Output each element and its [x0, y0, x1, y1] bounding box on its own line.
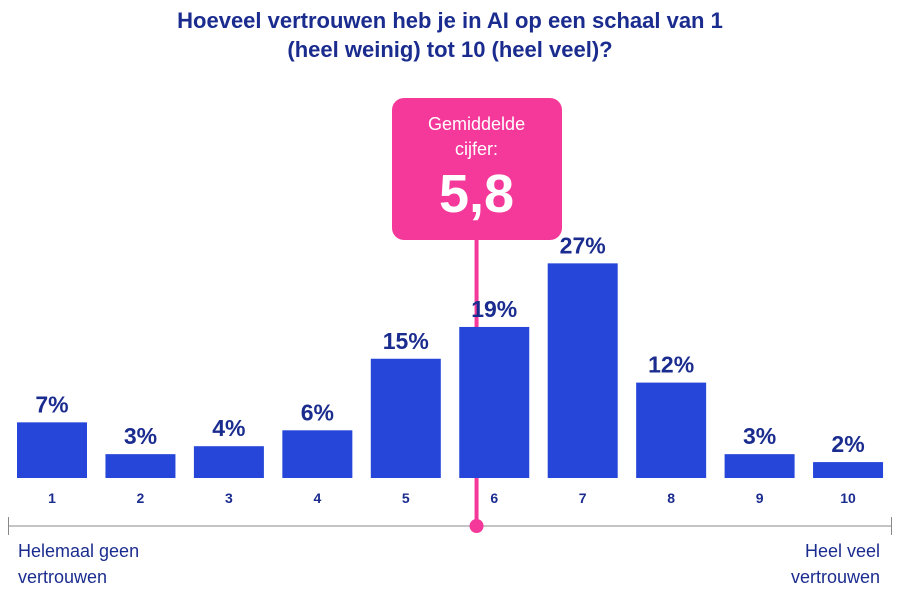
- x-tick-label: 7: [579, 490, 587, 506]
- value-label: 19%: [471, 296, 517, 322]
- mean-callout: Gemiddelde cijfer: 5,8: [391, 98, 562, 240]
- value-label: 7%: [35, 391, 68, 417]
- chart-title: Hoeveel vertrouwen heb je in AI op een s…: [177, 8, 723, 62]
- bar: [193, 446, 264, 478]
- value-label: 3%: [124, 423, 157, 449]
- x-tick-label: 6: [490, 490, 498, 506]
- value-label: 6%: [301, 399, 334, 425]
- bar: [459, 326, 530, 478]
- bar: [813, 462, 884, 478]
- value-label: 4%: [212, 415, 245, 441]
- value-label: 12%: [648, 352, 694, 378]
- bar: [636, 382, 707, 478]
- mean-caption: Gemiddelde cijfer:: [428, 114, 526, 159]
- bar: [724, 454, 795, 478]
- x-tick-label: 3: [225, 490, 233, 506]
- axis-high-label: Heel veel vertrouwen: [790, 541, 880, 587]
- x-tick-label: 2: [137, 490, 145, 506]
- mean-dot: [469, 519, 484, 533]
- x-tick-label: 9: [756, 490, 764, 506]
- value-label: 3%: [743, 423, 776, 449]
- bar: [282, 430, 353, 478]
- value-label: 2%: [831, 431, 864, 457]
- value-label: 27%: [560, 232, 606, 258]
- value-label: 15%: [383, 328, 429, 354]
- bar: [17, 422, 87, 478]
- x-tick-label: 5: [402, 490, 410, 506]
- x-tick-label: 4: [313, 490, 321, 506]
- bar: [105, 454, 176, 478]
- x-tick-label: 1: [48, 490, 56, 506]
- bar: [547, 263, 618, 478]
- bar: [370, 358, 441, 478]
- mean-value: 5,8: [439, 164, 515, 224]
- axis-low-label: Helemaal geen vertrouwen: [18, 541, 140, 587]
- x-tick-label: 8: [667, 490, 675, 506]
- x-tick-label: 10: [840, 490, 856, 506]
